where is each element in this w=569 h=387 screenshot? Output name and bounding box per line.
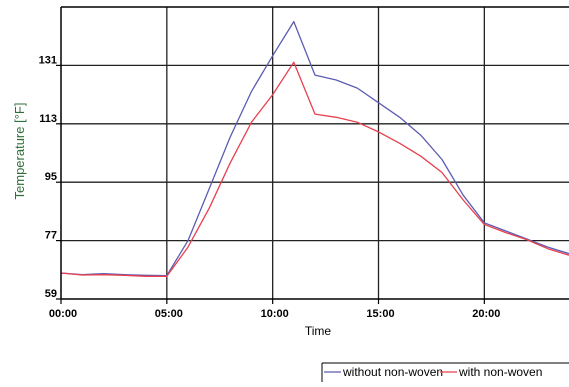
plot-area [61, 7, 569, 299]
y-tick-label: 95 [45, 171, 57, 183]
x-tick-label: 00:00 [49, 308, 77, 320]
y-tick-label: 131 [39, 54, 57, 66]
legend-label-without-non-woven: without non-woven [342, 365, 443, 379]
y-tick-label: 77 [45, 230, 57, 242]
series-line-without-non-woven [60, 20, 569, 277]
x-tick-label: 20:00 [472, 308, 500, 320]
y-tick-label: 113 [39, 113, 57, 125]
series-line-with-non-woven [60, 61, 569, 277]
chart-legend: without non-woven with non-woven [321, 362, 569, 382]
x-axis-label: Time [305, 324, 332, 338]
x-tick-label: 05:00 [155, 308, 183, 320]
y-axis-label: Temperature [°F] [12, 103, 27, 200]
x-tick-label: 15:00 [366, 308, 394, 320]
x-tick-label: 10:00 [261, 308, 289, 320]
legend-label-with-non-woven: with non-woven [458, 365, 542, 379]
y-tick-label: 59 [45, 288, 57, 300]
